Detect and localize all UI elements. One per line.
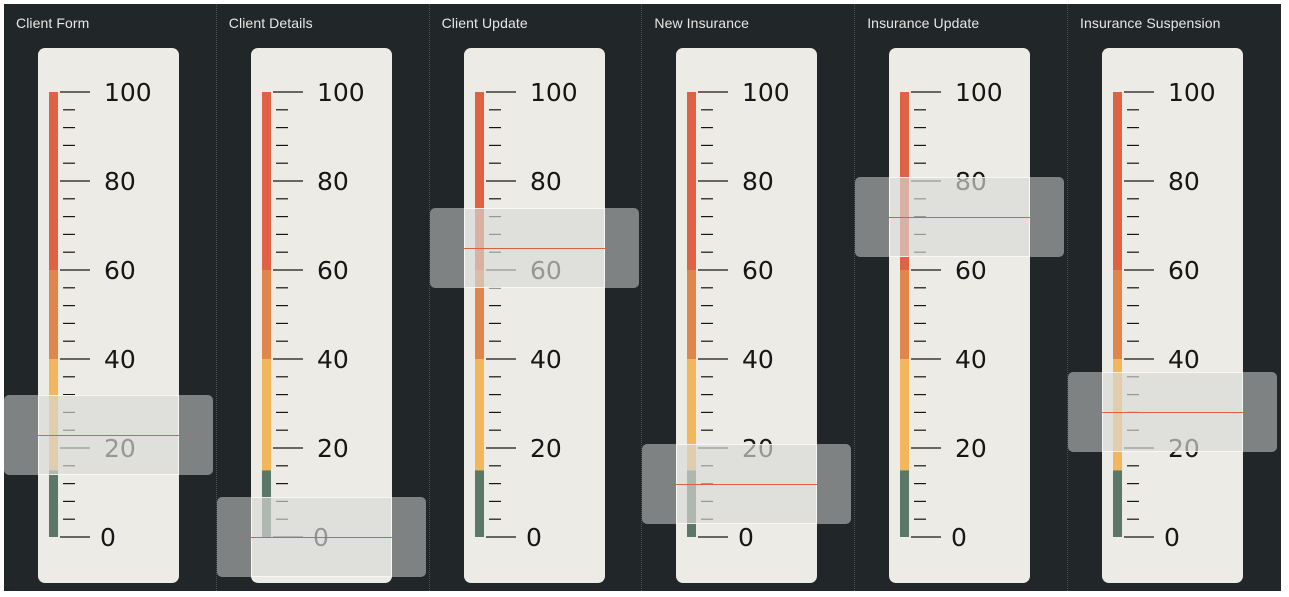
- scale-band: [49, 270, 58, 359]
- tick-label: 100: [104, 78, 152, 107]
- gauge-title: Client Form: [16, 15, 90, 31]
- scale-band: [474, 92, 484, 270]
- scale-band: [687, 359, 697, 471]
- gauge-scale: 020406080100: [49, 78, 152, 552]
- tick-label: 40: [742, 345, 774, 374]
- tick-label: 0: [526, 523, 542, 552]
- tick-label: 20: [317, 434, 349, 463]
- tick-label: 80: [317, 167, 349, 196]
- tick-label: 0: [738, 523, 754, 552]
- gauge-panel-client-update: Client Update 020406080100: [429, 4, 643, 591]
- gauge-dashboard: Client Form 020406080100 Client Details …: [4, 4, 1281, 591]
- gauge-scale: 020406080100: [474, 78, 578, 552]
- gauge-title: Client Update: [441, 15, 528, 31]
- scale-band: [261, 92, 271, 270]
- linear-gauge: 020406080100: [889, 48, 1031, 583]
- value-indicator-line: [676, 483, 818, 485]
- tick-label: 20: [955, 434, 987, 463]
- tick-label: 60: [955, 256, 987, 285]
- value-indicator-line: [1101, 412, 1243, 414]
- scale-band: [1112, 92, 1122, 270]
- tick-label: 40: [1168, 345, 1200, 374]
- tick-label: 40: [317, 345, 349, 374]
- tick-label: 100: [317, 78, 365, 107]
- gauge-title: Insurance Suspension: [1079, 15, 1221, 31]
- gauge-panel-client-details: Client Details 020406080100: [216, 4, 430, 591]
- scale-band: [474, 359, 484, 471]
- tick-label: 100: [1168, 78, 1216, 107]
- tick-label: 0: [1164, 523, 1180, 552]
- scale-band: [687, 92, 697, 270]
- gauge-panel-client-form: Client Form 020406080100: [4, 4, 217, 591]
- tick-label: 60: [742, 256, 774, 285]
- tick-label: 80: [530, 167, 562, 196]
- scale-band: [900, 270, 910, 359]
- tick-label: 60: [317, 256, 349, 285]
- gauge-scale: 020406080100: [900, 78, 1003, 552]
- tick-label: 40: [955, 345, 987, 374]
- tick-label: 60: [1168, 256, 1200, 285]
- value-indicator-line: [889, 216, 1031, 218]
- tick-label: 100: [742, 78, 790, 107]
- tick-label: 80: [742, 167, 774, 196]
- scale-band: [261, 270, 271, 359]
- tick-label: 0: [951, 523, 967, 552]
- linear-gauge: 020406080100: [38, 48, 179, 583]
- scale-band: [1112, 470, 1122, 537]
- scale-band: [49, 92, 58, 270]
- scale-band: [900, 470, 910, 537]
- tick-label: 100: [955, 78, 1003, 107]
- value-indicator-line: [38, 434, 179, 436]
- gauge-title: Insurance Update: [867, 15, 980, 31]
- gauge-panel-new-insurance: New Insurance 020406080100: [642, 4, 856, 591]
- tick-label: 100: [530, 78, 578, 107]
- tick-label: 0: [100, 523, 116, 552]
- value-indicator-line: [250, 537, 392, 538]
- tick-label: 80: [1168, 167, 1200, 196]
- gauge-scale: 020406080100: [1112, 78, 1216, 552]
- linear-gauge: 020406080100: [1101, 48, 1243, 583]
- scale-band: [474, 470, 484, 537]
- gauge-panel-insurance-update: Insurance Update 020406080100: [855, 4, 1068, 591]
- gauge-title: Client Details: [228, 15, 313, 31]
- scale-band: [474, 270, 484, 359]
- scale-band: [900, 359, 910, 471]
- tick-label: 40: [104, 345, 136, 374]
- tick-label: 80: [104, 167, 136, 196]
- gauge-panel-insurance-suspension: Insurance Suspension 020406080100: [1067, 4, 1281, 591]
- linear-gauge: 020406080100: [463, 48, 605, 583]
- scale-band: [49, 470, 58, 537]
- scale-band: [1112, 270, 1122, 359]
- tick-label: 60: [104, 256, 136, 285]
- linear-gauge: 020406080100: [250, 48, 392, 583]
- scale-band: [261, 359, 271, 471]
- value-indicator-line: [463, 247, 605, 249]
- scale-band: [687, 270, 697, 359]
- tick-label: 40: [530, 345, 562, 374]
- tick-label: 20: [530, 434, 562, 463]
- gauge-title: New Insurance: [654, 15, 750, 31]
